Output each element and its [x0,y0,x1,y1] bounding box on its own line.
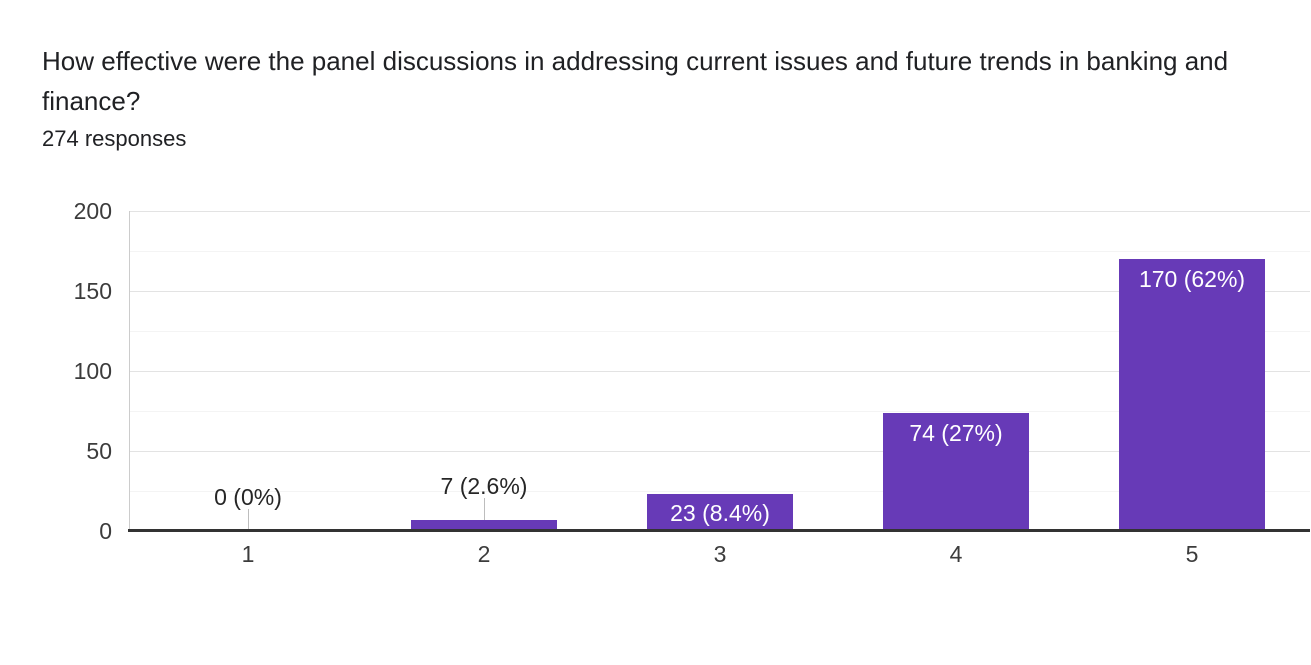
bar-value-label: 7 (2.6%) [440,473,528,499]
gridline-minor [130,411,1310,412]
y-axis-tick-label: 50 [86,438,112,464]
y-axis-tick-label: 0 [99,518,112,544]
bar-value-leader-line [248,509,249,531]
bar-value-label: 0 (0%) [214,484,282,510]
response-count: 274 responses [42,126,187,151]
y-axis-tick-label: 150 [73,278,112,304]
gridline-major [130,371,1310,372]
bar-value-label: 170 (62%) [1138,266,1246,292]
gridline-minor [130,491,1310,492]
bar [647,494,793,531]
x-axis-tick-label: 2 [477,541,491,567]
y-axis-line [129,211,130,531]
x-axis-tick-label: 3 [713,541,727,567]
x-axis-tick-label: 4 [949,541,963,567]
gridline-major [130,211,1310,212]
x-axis-tick-label: 1 [241,541,255,567]
y-axis-tick-label: 200 [73,198,112,224]
question-title: How effective were the panel discussions… [42,46,1229,116]
bar-value-label: 74 (27%) [909,420,1003,446]
y-axis-tick-label: 100 [73,358,112,384]
bar [411,520,557,531]
gridline-major [130,451,1310,452]
gridline-minor [130,331,1310,332]
x-axis-tick-label: 5 [1185,541,1199,567]
gridline-minor [130,251,1310,252]
bar [883,413,1029,531]
gridline-major [130,291,1310,292]
bar [1119,259,1265,531]
x-axis-line [128,529,1310,532]
bar-value-leader-line [484,498,485,520]
bar-value-label: 23 (8.4%) [670,500,770,526]
